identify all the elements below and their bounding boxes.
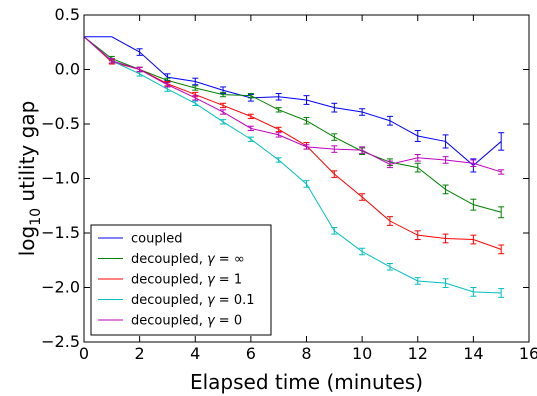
series-line xyxy=(83,36,502,173)
legend: coupled decoupled, γ = ∞ decoupled, γ = 1 d… xyxy=(90,224,272,336)
y-axis-title: log10 utility gap xyxy=(15,101,44,257)
y-tick-label: −0.5 xyxy=(41,114,80,133)
series-1 xyxy=(83,36,505,219)
y-axis-title-rest: utility gap xyxy=(15,101,39,208)
tick-layer: 0 2 4 6 8 10 12 14 16 0.5 0.0 −0.5 −1.0 −1.5 −2.0 −2.5 xyxy=(41,5,537,363)
x-tick-label: 8 xyxy=(301,344,311,363)
x-tick-label: 16 xyxy=(519,344,537,363)
legend-label: decoupled, γ = 0.1 xyxy=(131,293,255,308)
legend-box xyxy=(90,224,272,336)
x-tick-label: 10 xyxy=(352,344,372,363)
series-4 xyxy=(83,36,505,175)
x-tick-label: 2 xyxy=(135,344,145,363)
series-line xyxy=(83,36,502,250)
y-axis-title-subscript: 10 xyxy=(28,208,44,226)
legend-label: decoupled, γ = 0 xyxy=(131,314,242,329)
legend-label: decoupled, γ = ∞ xyxy=(131,252,245,267)
legend-label: decoupled, γ = 1 xyxy=(131,273,242,288)
x-tick-label: 4 xyxy=(190,344,200,363)
series-0 xyxy=(84,36,505,173)
series-line xyxy=(83,36,502,294)
x-tick-label: 6 xyxy=(246,344,256,363)
series-2 xyxy=(83,36,505,255)
y-tick-label: 0.0 xyxy=(55,60,80,79)
y-axis-title-log: log xyxy=(15,226,39,257)
x-tick-label: 12 xyxy=(408,344,428,363)
x-axis-title: Elapsed time (minutes) xyxy=(190,370,423,394)
y-tick-label: −1.0 xyxy=(41,169,80,188)
y-tick-label: 0.5 xyxy=(55,5,80,24)
y-tick-label: −2.5 xyxy=(41,332,80,351)
series-line xyxy=(84,36,502,167)
series-line xyxy=(83,36,502,213)
x-tick-label: 0 xyxy=(79,344,89,363)
y-tick-label: −1.5 xyxy=(41,223,80,242)
legend-label: coupled xyxy=(131,232,182,247)
series-layer xyxy=(83,36,505,298)
x-tick-label: 14 xyxy=(463,344,483,363)
y-tick-label: −2.0 xyxy=(41,278,80,297)
